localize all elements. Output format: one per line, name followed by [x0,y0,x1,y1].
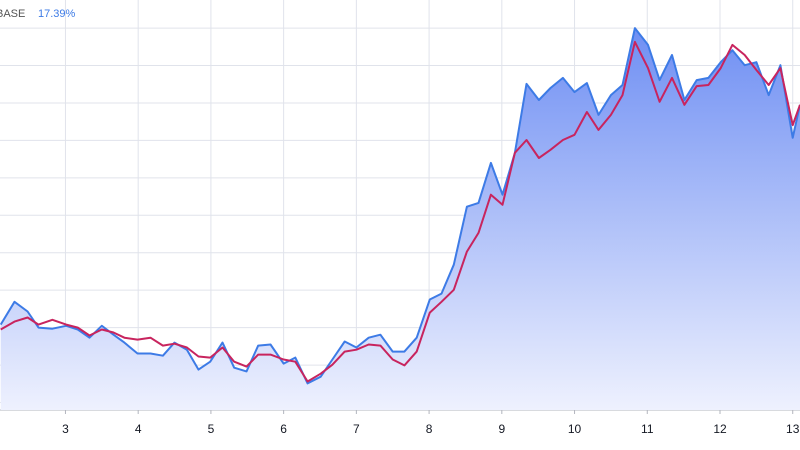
x-tick-label: 9 [498,422,505,436]
area [0,28,800,410]
x-tick-label: 8 [426,422,433,436]
x-tick-label: 5 [208,422,215,436]
legend-value: 17.39% [38,8,76,20]
legend-label: BASE [0,8,25,20]
x-tick-label: 12 [713,422,727,436]
x-tick-label: 4 [135,422,142,436]
x-tick-label: 7 [353,422,360,436]
x-tick-label: 11 [641,422,654,436]
x-tick-label: 3 [62,422,69,436]
plot [0,27,800,410]
line [0,27,800,385]
line [0,40,800,383]
x-tick-label: 6 [280,422,287,436]
x-tick-label: 13 [786,422,800,436]
x-tick-label: 10 [568,422,582,436]
